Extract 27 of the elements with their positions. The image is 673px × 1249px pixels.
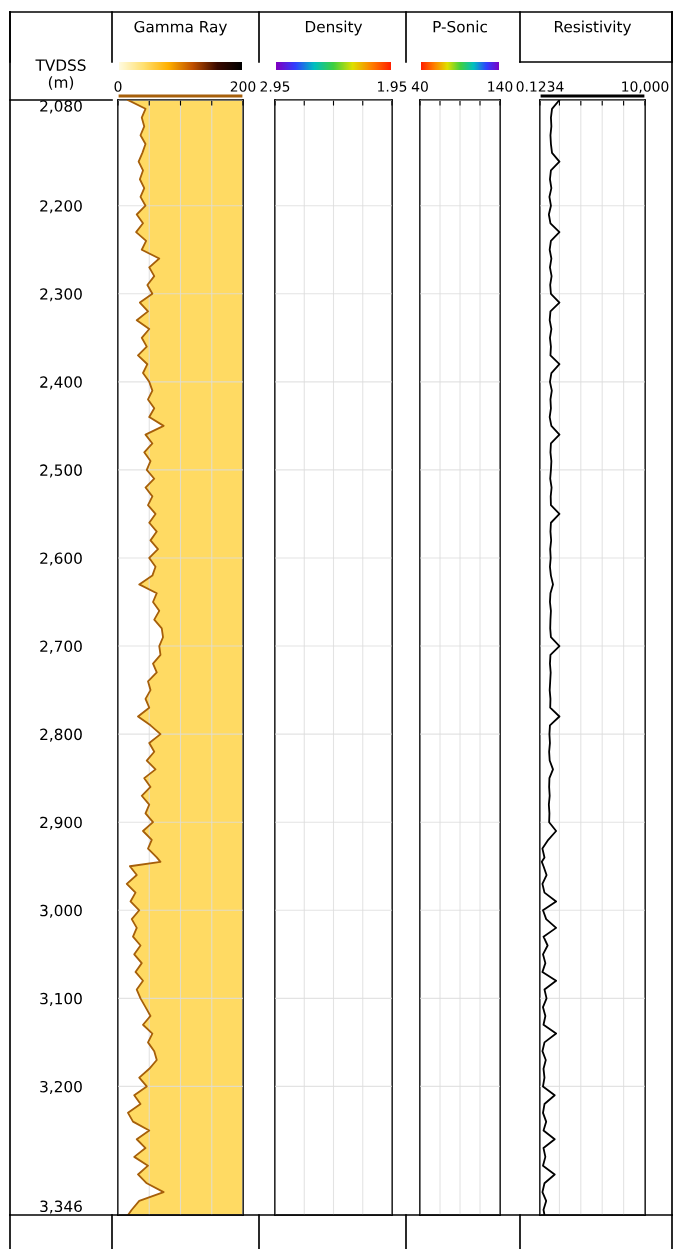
y-tick-label: 2,300 — [40, 288, 82, 302]
y-tick-label: 2,200 — [40, 200, 82, 214]
y-tick-label: 2,500 — [40, 464, 82, 478]
x-tick-label: 1.95 — [378, 81, 407, 92]
y-tick-label: 3,100 — [40, 992, 82, 1006]
y-tick-label: 2,700 — [40, 640, 82, 654]
chart-title: Resistivity — [554, 20, 632, 36]
y-axis-title: TVDSS (m) — [35, 59, 86, 90]
chart-title: P-Sonic — [433, 20, 487, 33]
y-tick-label: 2,600 — [40, 552, 82, 566]
y-tick-label: 2,900 — [40, 816, 82, 830]
chart-title: Gamma Ray — [134, 20, 227, 36]
chart-title: Density — [305, 20, 363, 36]
x-tick-label: 0.1234 — [516, 81, 564, 92]
x-tick-label: 2.95 — [260, 81, 290, 92]
y-tick-label: 2,080 — [40, 100, 82, 114]
line-series — [125, 100, 165, 1215]
x-tick-label: 0 — [114, 81, 122, 92]
x-tick-label: 40 — [411, 81, 428, 92]
x-tick-label: 200 — [230, 81, 256, 92]
x-tick-label: 140 — [488, 81, 513, 92]
y-tick-label: 2,800 — [40, 728, 82, 742]
y-tick-label: 2,400 — [40, 376, 82, 390]
y-tick-label: 3,000 — [40, 904, 82, 918]
y-tick-label: 3,200 — [40, 1080, 82, 1094]
x-tick-label: 10,000 — [622, 81, 669, 94]
y-tick-label: 3,346 — [40, 1200, 82, 1214]
